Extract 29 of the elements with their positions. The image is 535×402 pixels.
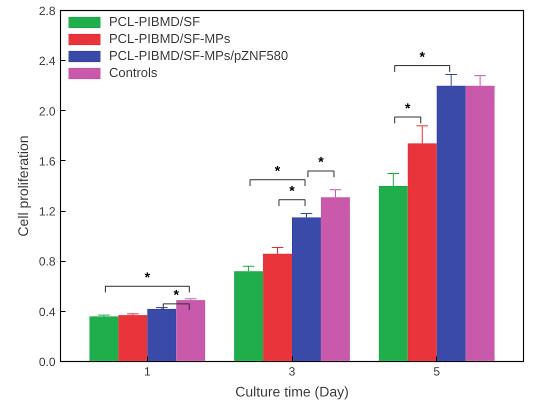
x-axis-title: Culture time (Day) [235,384,349,400]
annotation: * [419,48,426,64]
x-tick-label: 3 [288,364,296,378]
y-tick-label: 2.8 [38,4,56,18]
y-tick-label: 0.8 [38,254,56,269]
y-tick-label: 1.6 [38,154,56,168]
y-tick-label: 2.0 [38,104,56,118]
legend-label: PCL-PIBMD/SF-MPs [109,31,230,46]
y-tick-label: 1.2 [38,204,56,219]
y-tick-label: 0.0 [38,355,56,369]
bar [118,315,148,362]
annotation: * [144,269,151,286]
annotation: * [318,154,324,170]
annotation: * [274,162,281,178]
annotation: * [405,100,412,116]
annotation: * [174,286,180,303]
bar [147,308,176,362]
annotation: * [289,182,296,199]
bar [89,316,118,362]
y-tick-label: 2.4 [38,54,56,68]
legend-label: PCL-PIBMD/SF [109,14,200,29]
legend-label: Controls [109,65,158,80]
y-tick-label: 0.4 [38,304,56,319]
bar [176,300,206,362]
bar [292,217,321,362]
x-tick-label: 1 [144,364,151,378]
y-axis-title: Cell proliferation [14,135,31,237]
x-tick-label: 5 [433,364,440,378]
legend-label: PCL-PIBMD/SF-MPs/pZNF580 [109,48,288,63]
